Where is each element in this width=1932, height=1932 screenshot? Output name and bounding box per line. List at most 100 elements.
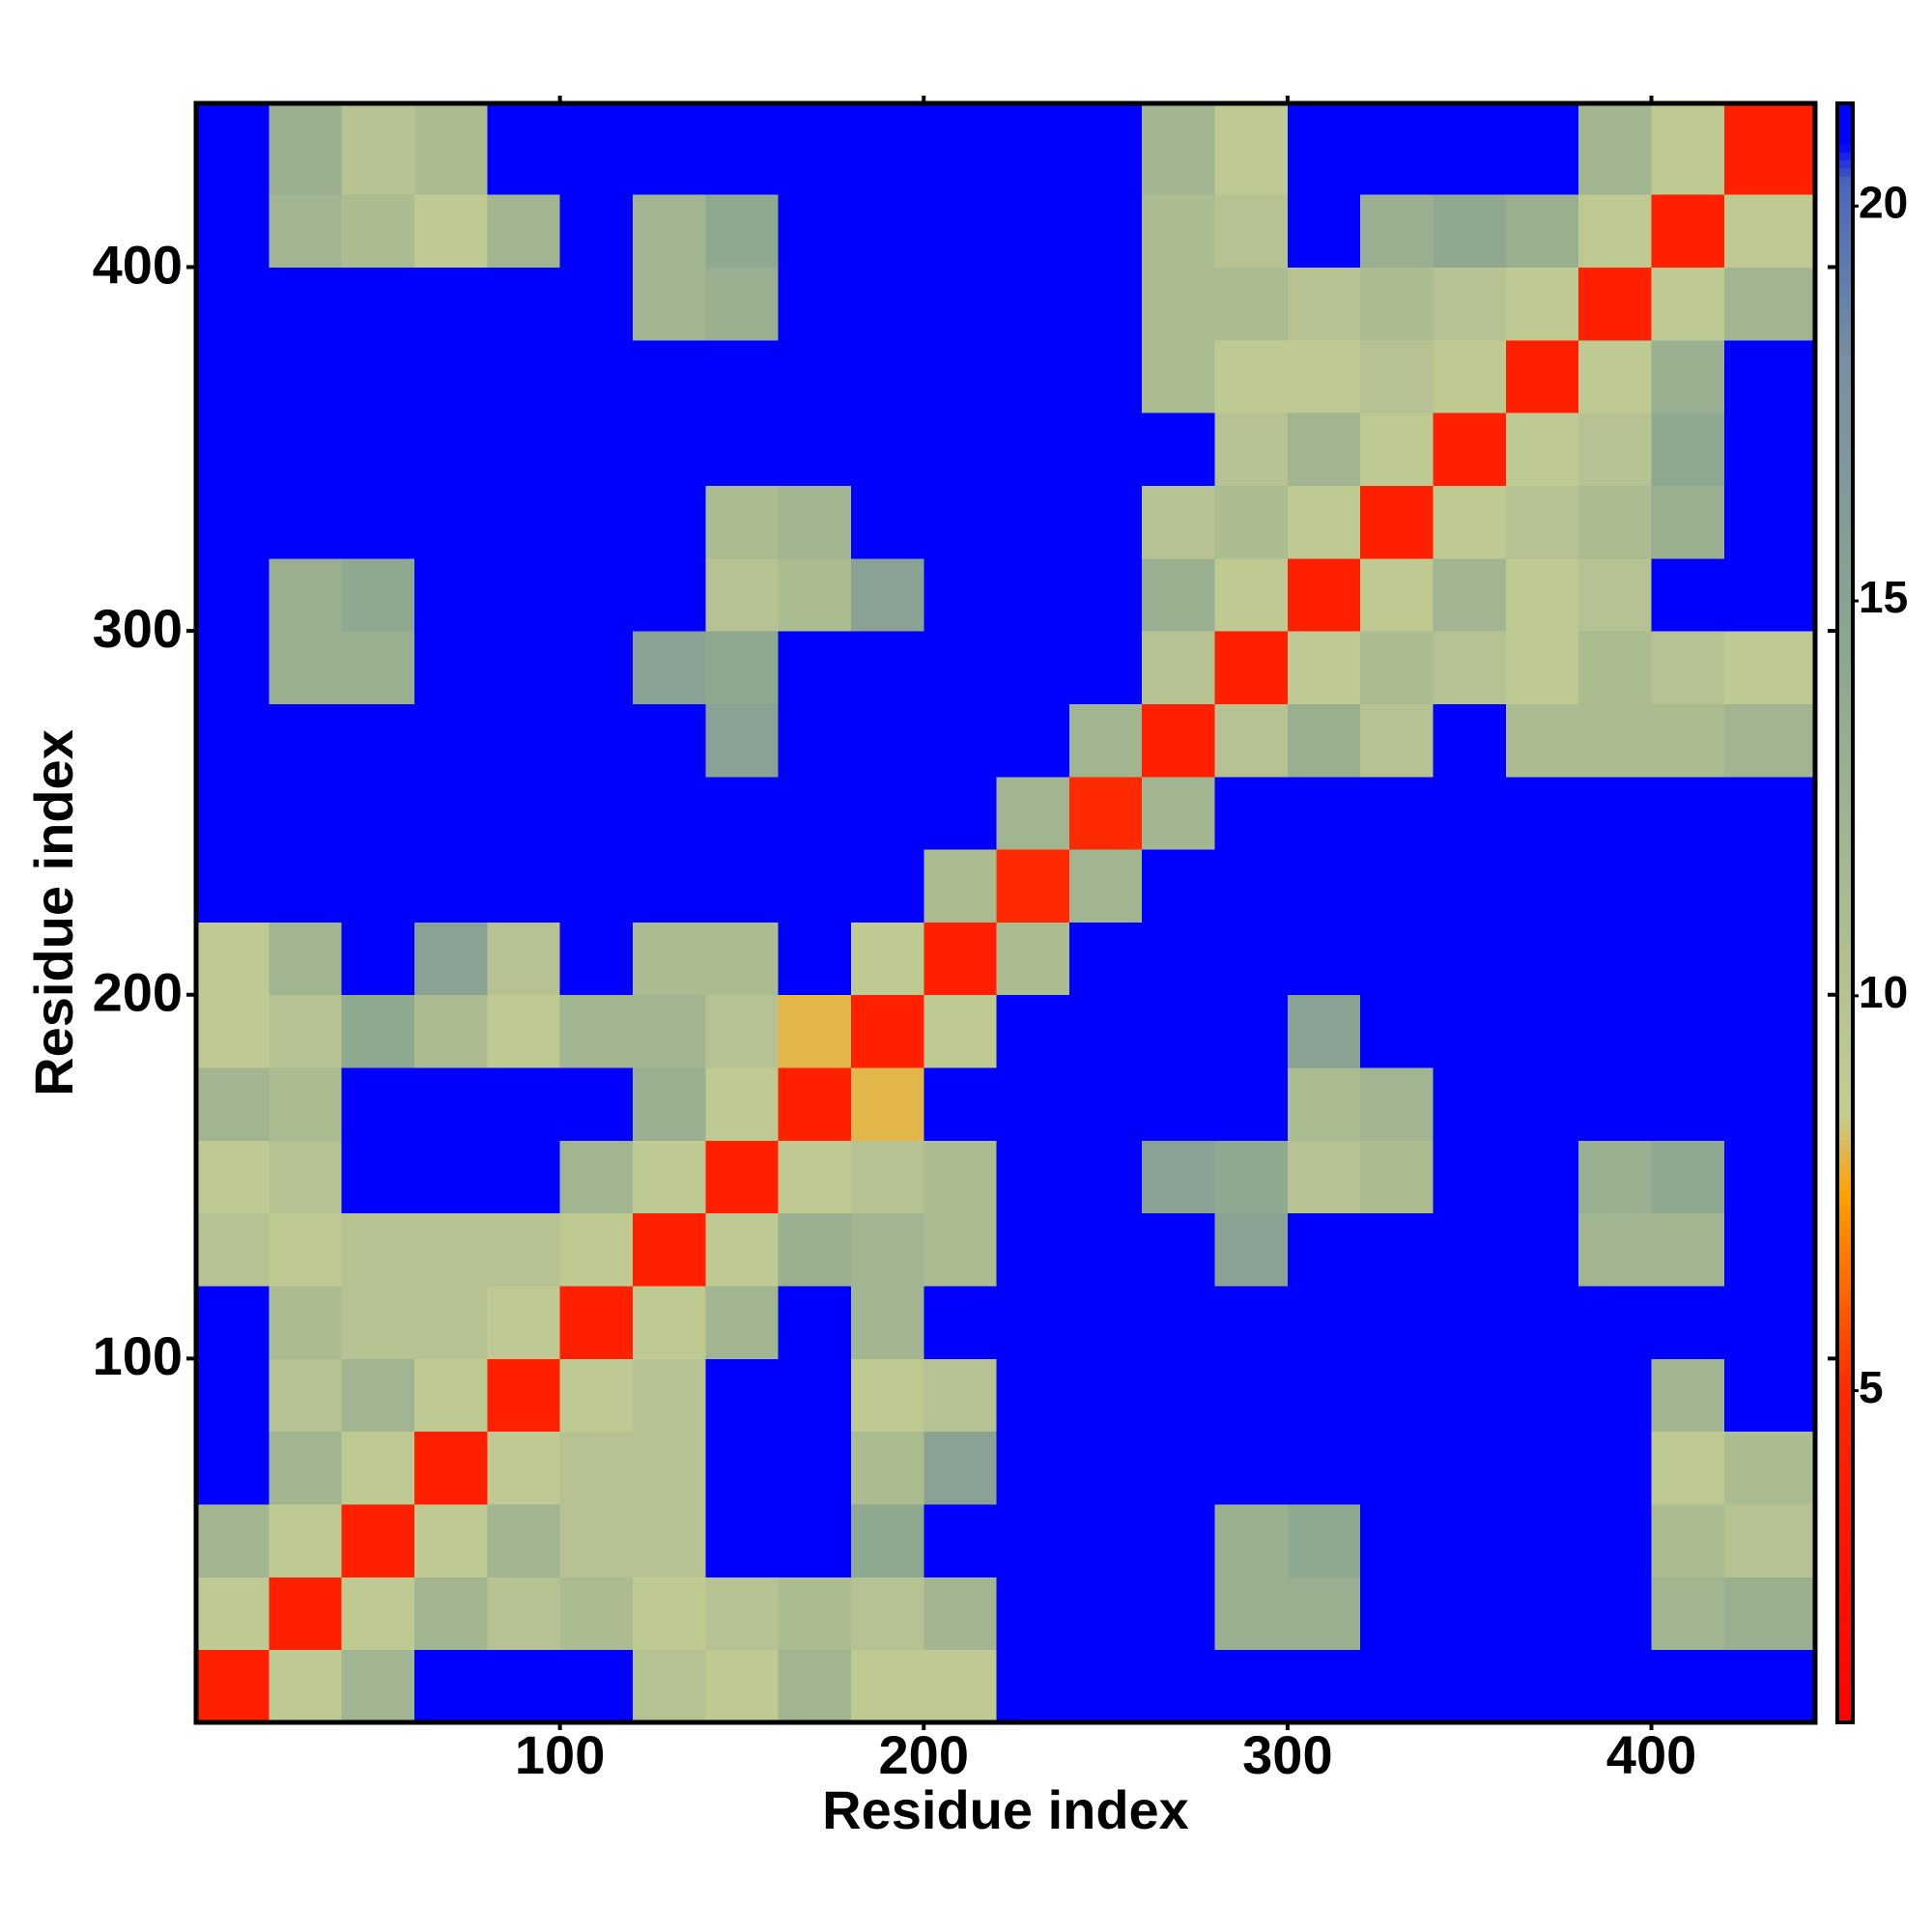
heatmap-cell bbox=[487, 485, 561, 559]
heatmap-cell bbox=[1068, 1140, 1143, 1214]
colorbar-segment bbox=[1837, 677, 1853, 687]
colorbar-segment bbox=[1837, 653, 1853, 663]
heatmap-cell bbox=[196, 1504, 270, 1577]
heatmap-cell bbox=[559, 1577, 634, 1651]
heatmap-cell bbox=[996, 922, 1070, 996]
heatmap-cell bbox=[705, 631, 780, 704]
colorbar-segment bbox=[1837, 1366, 1853, 1376]
colorbar-segment bbox=[1837, 799, 1853, 809]
heatmap-cell bbox=[850, 849, 924, 923]
heatmap-cell bbox=[705, 703, 780, 778]
colorbar-frame bbox=[1835, 101, 1855, 1724]
heatmap-cell bbox=[341, 1067, 415, 1141]
heatmap-cell bbox=[632, 994, 706, 1068]
heatmap-cell bbox=[1287, 1504, 1361, 1577]
heatmap-cell bbox=[1068, 922, 1143, 996]
colorbar-segment bbox=[1837, 1268, 1853, 1278]
heatmap-cell bbox=[487, 1358, 561, 1433]
heatmap-cell bbox=[705, 1577, 780, 1651]
heatmap-cell bbox=[413, 1140, 488, 1214]
heatmap-cell bbox=[1651, 194, 1725, 268]
colorbar-segment bbox=[1837, 305, 1853, 315]
colorbar-segment bbox=[1837, 1301, 1853, 1311]
colorbar-segment bbox=[1837, 1657, 1853, 1666]
heatmap-cell bbox=[196, 1140, 270, 1214]
colorbar-segment bbox=[1837, 459, 1853, 469]
heatmap-cell bbox=[705, 339, 780, 413]
heatmap-cell bbox=[1578, 1431, 1653, 1505]
heatmap-cell bbox=[196, 1431, 270, 1505]
heatmap-cell bbox=[487, 994, 561, 1068]
heatmap-cell bbox=[1578, 994, 1653, 1068]
heatmap-cell bbox=[413, 922, 488, 996]
heatmap-cell bbox=[850, 1504, 924, 1577]
heatmap-cell bbox=[559, 557, 634, 632]
colorbar-segment bbox=[1837, 475, 1853, 485]
colorbar-segment bbox=[1837, 1495, 1853, 1505]
heatmap-cell bbox=[996, 485, 1070, 559]
heatmap-cell bbox=[996, 1212, 1070, 1287]
heatmap-cell bbox=[1287, 267, 1361, 341]
heatmap-cell bbox=[1651, 776, 1725, 850]
colorbar-segment bbox=[1837, 945, 1853, 954]
heatmap-cell bbox=[705, 849, 780, 923]
heatmap-cell bbox=[1578, 631, 1653, 704]
colorbar-segment bbox=[1837, 1552, 1853, 1561]
colorbar-tick-label: 10 bbox=[1859, 967, 1908, 1017]
colorbar-segment bbox=[1837, 298, 1853, 306]
heatmap-cell bbox=[1723, 194, 1816, 268]
colorbar-segment bbox=[1837, 573, 1853, 582]
heatmap-cell bbox=[1360, 194, 1435, 268]
heatmap-cell bbox=[196, 103, 270, 195]
heatmap-cell bbox=[1068, 1431, 1143, 1505]
heatmap-cell bbox=[269, 922, 343, 996]
colorbar-segment bbox=[1837, 775, 1853, 784]
heatmap-cell bbox=[1578, 267, 1653, 341]
colorbar-segment bbox=[1837, 1309, 1853, 1319]
colorbar-segment bbox=[1837, 1608, 1853, 1618]
colorbar-segment bbox=[1837, 1212, 1853, 1221]
colorbar-segment bbox=[1837, 1058, 1853, 1067]
colorbar-segment bbox=[1837, 638, 1853, 646]
heatmap-cell bbox=[1214, 557, 1289, 632]
heatmap-cell bbox=[269, 703, 343, 778]
colorbar-segment bbox=[1837, 985, 1853, 995]
heatmap-cell bbox=[1142, 194, 1216, 268]
heatmap-cell bbox=[1433, 849, 1507, 923]
heatmap-cell bbox=[1723, 1212, 1816, 1287]
heatmap-cell bbox=[413, 631, 488, 704]
heatmap-cell bbox=[632, 485, 706, 559]
colorbar-segment bbox=[1837, 1277, 1853, 1286]
heatmap-cell bbox=[778, 703, 852, 778]
colorbar-segment bbox=[1837, 1350, 1853, 1359]
heatmap-cell bbox=[632, 1577, 706, 1651]
heatmap-cell bbox=[996, 994, 1070, 1068]
heatmap-cell bbox=[1068, 1286, 1143, 1359]
colorbar-segment bbox=[1837, 1617, 1853, 1626]
colorbar-segment bbox=[1837, 1527, 1853, 1537]
heatmap-cell bbox=[196, 1286, 270, 1359]
colorbar-segment bbox=[1837, 1503, 1853, 1513]
colorbar-segment bbox=[1837, 969, 1853, 979]
heatmap-cell bbox=[1142, 412, 1216, 486]
colorbar-segment bbox=[1837, 1220, 1853, 1230]
heatmap-cell bbox=[559, 412, 634, 486]
colorbar-segment bbox=[1837, 1155, 1853, 1165]
heatmap-cell bbox=[705, 194, 780, 268]
heatmap-cell bbox=[341, 703, 415, 778]
colorbar-segment bbox=[1837, 1115, 1853, 1124]
colorbar-segment bbox=[1837, 758, 1853, 768]
heatmap-cell bbox=[996, 1649, 1070, 1723]
heatmap-cell bbox=[705, 1649, 780, 1723]
heatmap-cell bbox=[196, 485, 270, 559]
heatmap-cell bbox=[850, 1140, 924, 1214]
heatmap-cell bbox=[559, 631, 634, 704]
heatmap-cell bbox=[1142, 631, 1216, 704]
heatmap-cell bbox=[341, 485, 415, 559]
colorbar-segment bbox=[1837, 516, 1853, 526]
heatmap-cell bbox=[1360, 776, 1435, 850]
heatmap-cell bbox=[341, 1577, 415, 1651]
heatmap-cell bbox=[850, 485, 924, 559]
heatmap-cell bbox=[1723, 267, 1816, 341]
heatmap-cell bbox=[1651, 1212, 1725, 1287]
